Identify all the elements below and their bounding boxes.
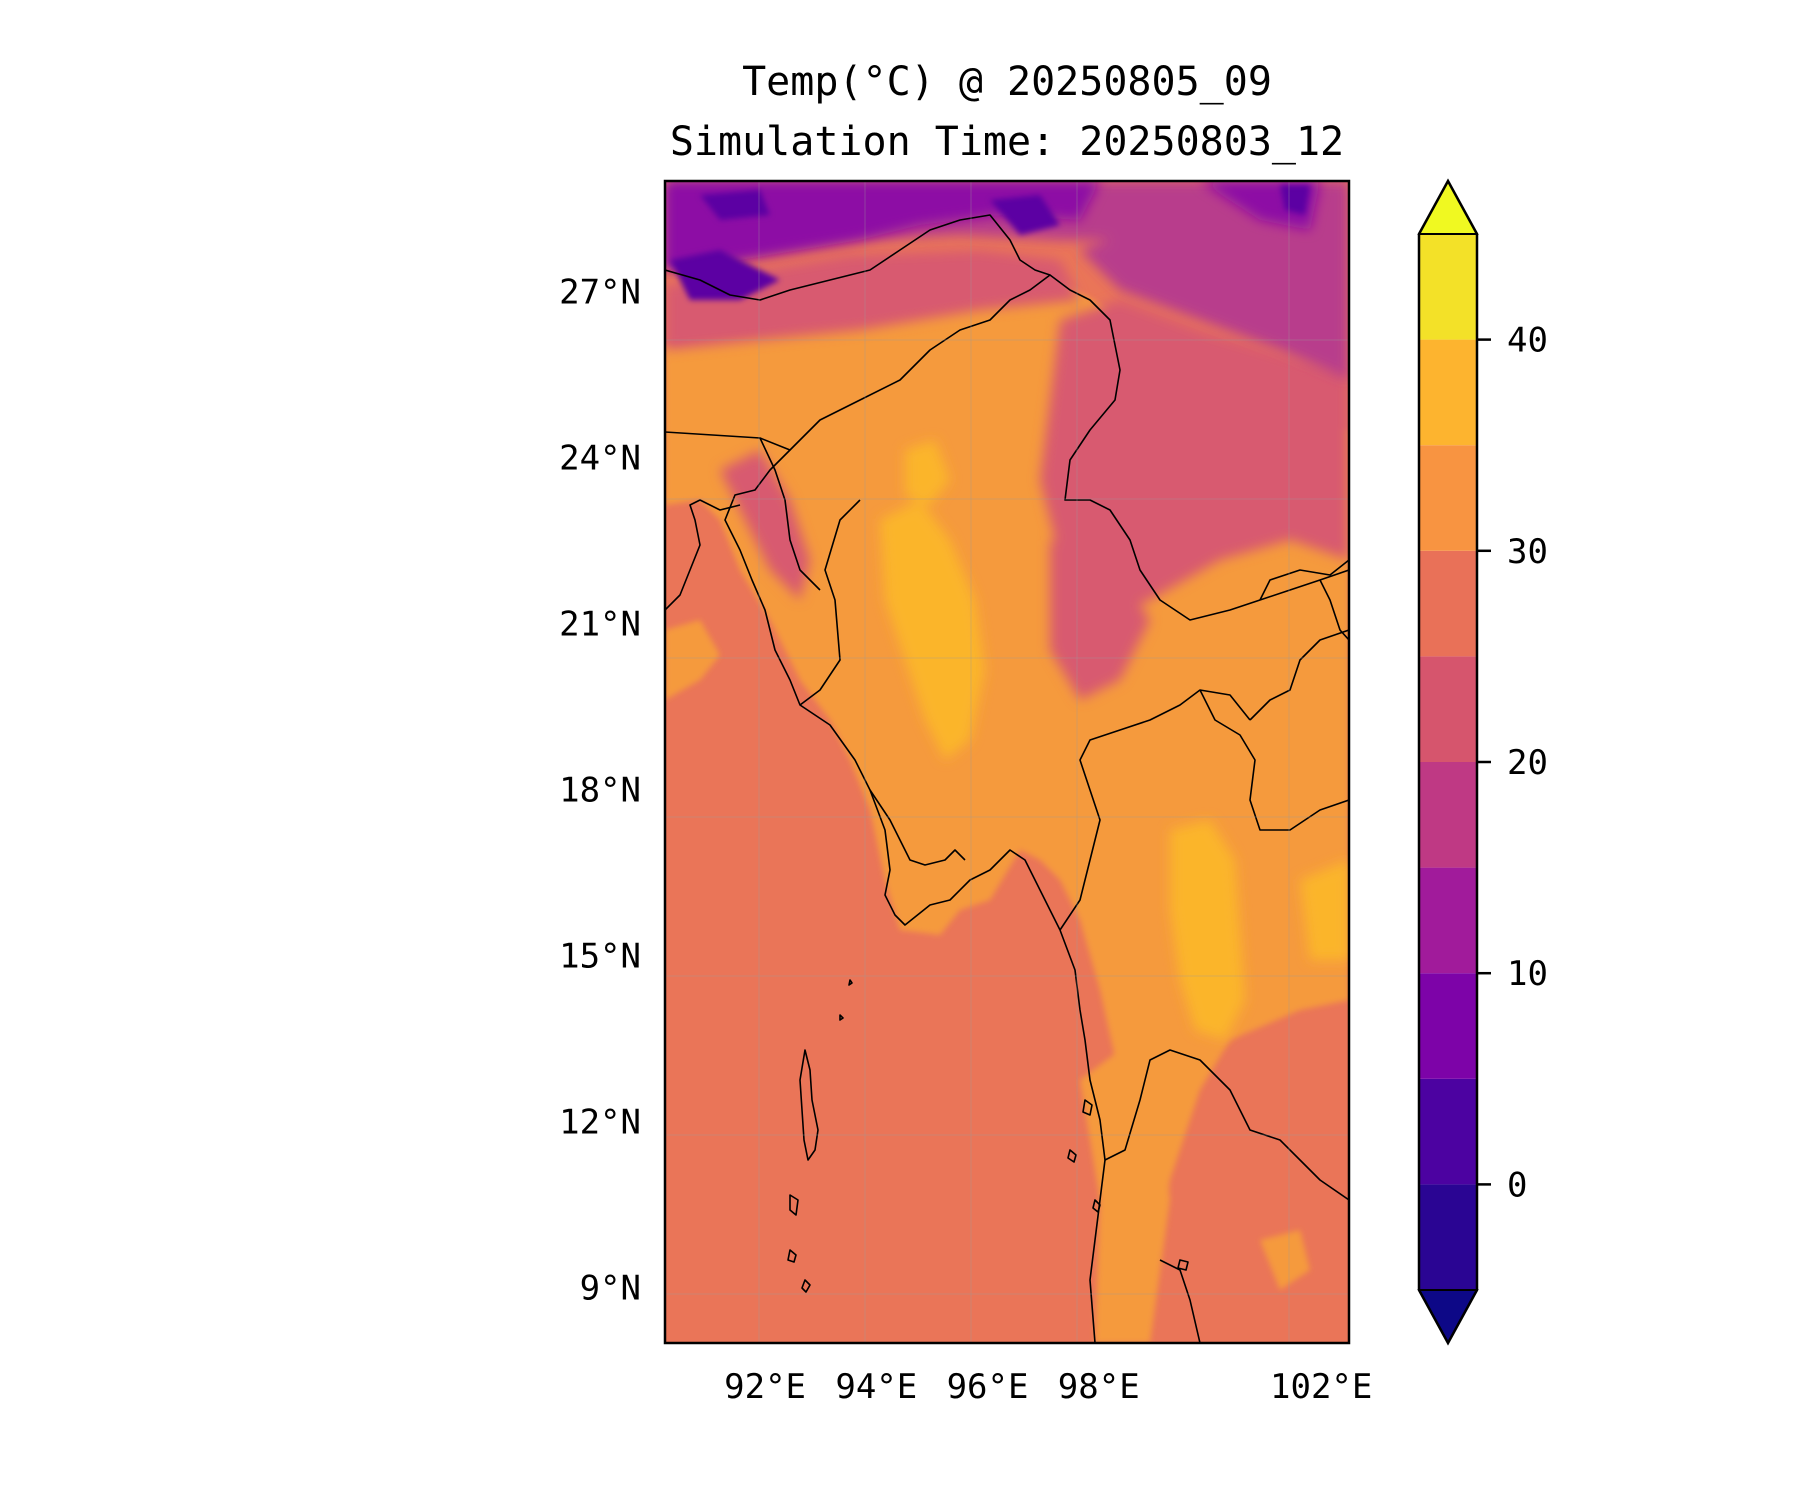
dry-zone-hot-north [905,440,950,505]
colorbar-band [1419,1078,1477,1185]
map-frame [663,179,1351,1345]
lat-tick-label: 9°N [580,1269,641,1309]
plateau-frost [670,250,780,300]
latitude-ticks: 27°N 24°N 21°N 18°N 15°N 12°N 9°N [559,273,641,1309]
map-gridlines [665,181,1349,1343]
lon-tick-label: 102°E [1270,1367,1372,1407]
yunnan-cool [1080,230,1349,380]
peninsula-warm [1080,1050,1170,1343]
lat-tick-label: 12°N [559,1103,641,1143]
thailand-hot-east [1300,860,1349,960]
lat-tick-label: 21°N [559,605,641,645]
colorbar-tick-label: 0 [1507,1165,1527,1205]
lon-tick-label: 94°E [835,1367,917,1407]
plateau-frost-3 [1280,185,1310,215]
colorbar-tick-label: 30 [1507,532,1548,572]
colorbar-band [1419,867,1477,974]
plateau-cold [665,181,1100,270]
colorbar-band [1419,656,1477,762]
colorbar-extend-low [1417,1289,1479,1346]
plateau-frost-2 [990,195,1060,235]
western-ridge-mild [720,450,810,600]
lon-tick-label: 98°E [1058,1367,1140,1407]
dry-zone-hot [880,500,985,760]
thailand-hot [1170,820,1245,1040]
lat-tick-label: 24°N [559,439,641,479]
lat-tick-label: 27°N [559,273,641,313]
eastern-highlands-mild [1040,300,1349,620]
coastal-warm-strip [665,620,720,700]
colorbar-extend-high [1417,178,1479,235]
colorbar-band [1419,445,1477,551]
colorbar-band [1419,234,1477,340]
map-title-line-2: Simulation Time: 20250803_12 [670,119,1344,165]
gulf-warm-patch [1260,1230,1310,1290]
lon-tick-label: 96°E [947,1367,1029,1407]
lon-tick-label: 92°E [724,1367,806,1407]
colorbar-outline [1417,178,1479,1346]
colorbar-band [1419,762,1477,868]
colorbar: 40 30 20 10 0 [1417,178,1548,1346]
lat-tick-label: 15°N [559,937,641,977]
colorbar-band [1419,339,1477,446]
coastlines-borders [665,214,1349,1343]
temperature-field [665,181,1349,1343]
colorbar-tick-label: 40 [1507,321,1548,361]
colorbar-tick-label: 20 [1507,743,1548,783]
shan-hills-mild [1050,540,1150,700]
plateau-frost-4 [700,190,770,220]
colorbar-tick-label: 10 [1507,954,1548,994]
colorbar-band [1419,550,1477,657]
lat-tick-label: 18°N [559,771,641,811]
map-title-line-1: Temp(°C) @ 20250805_09 [742,59,1272,105]
colorbar-band [1419,1184,1477,1290]
longitude-ticks: 92°E 94°E 96°E 98°E 102°E [724,1367,1372,1407]
colorbar-band [1419,973,1477,1079]
